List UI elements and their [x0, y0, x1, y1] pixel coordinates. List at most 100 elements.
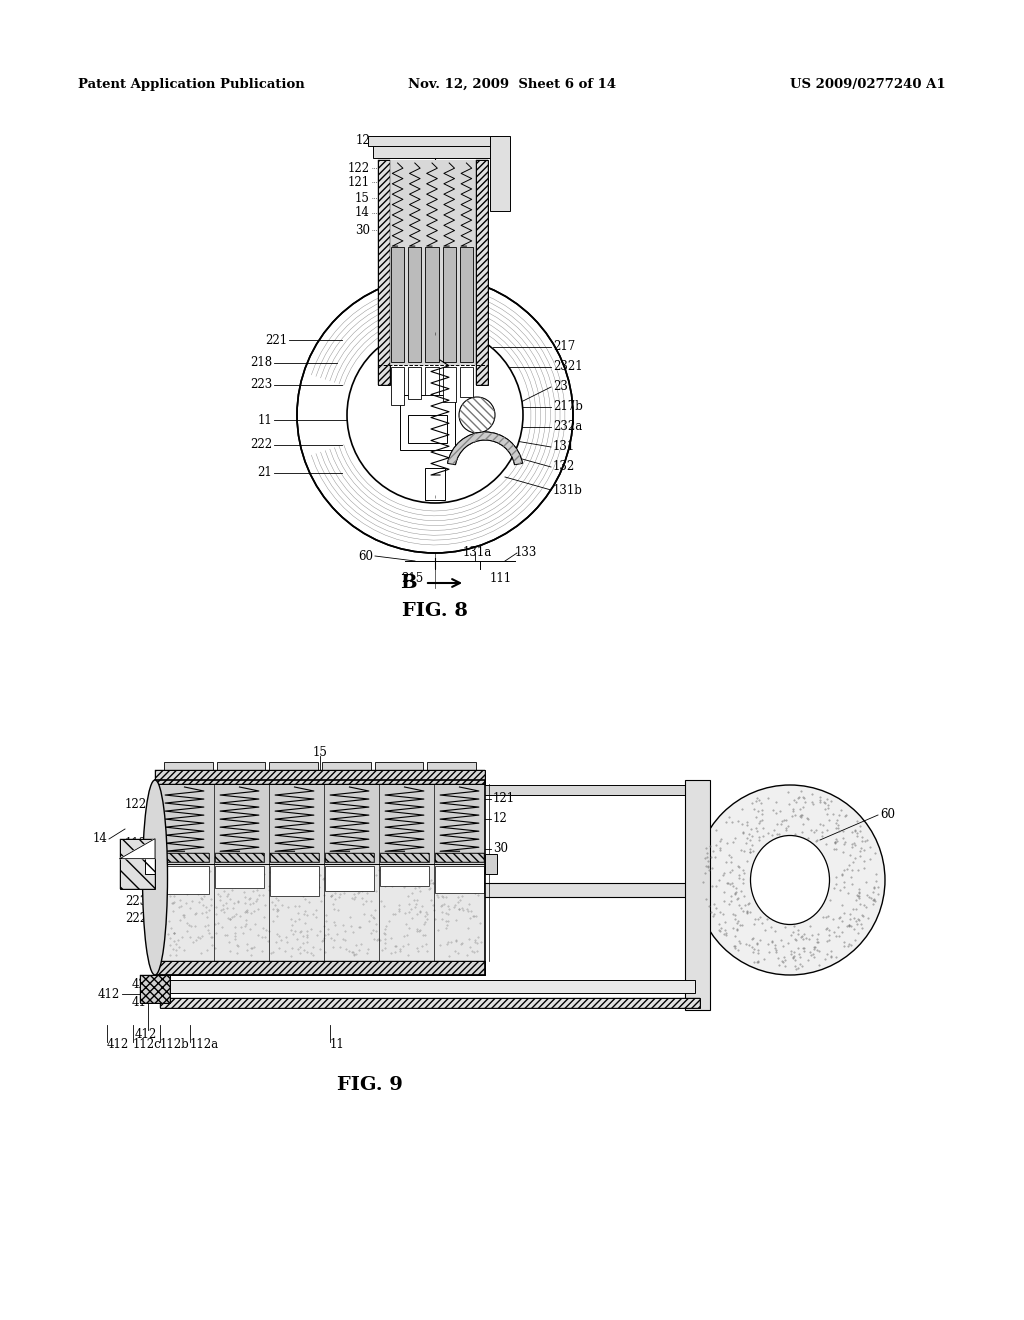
Text: 11: 11: [257, 413, 272, 426]
Bar: [490, 136, 510, 211]
Bar: [380, 853, 429, 862]
Bar: [476, 160, 488, 385]
Bar: [460, 247, 473, 362]
Text: 2321: 2321: [553, 360, 583, 374]
Bar: [269, 762, 318, 770]
Text: 12: 12: [493, 813, 508, 825]
Bar: [140, 975, 170, 1003]
Bar: [375, 762, 423, 770]
Bar: [480, 785, 690, 795]
Bar: [408, 414, 447, 444]
Text: 14: 14: [355, 206, 370, 219]
Text: 218: 218: [250, 356, 272, 370]
Bar: [425, 367, 438, 395]
Bar: [160, 866, 209, 894]
Text: B: B: [400, 574, 417, 591]
Text: 131: 131: [553, 441, 575, 454]
Text: 121: 121: [493, 792, 515, 805]
Text: 14: 14: [92, 833, 106, 846]
Bar: [409, 247, 422, 362]
Bar: [427, 762, 476, 770]
Bar: [380, 853, 429, 862]
Bar: [120, 838, 155, 888]
Bar: [120, 838, 155, 888]
Text: FIG. 9: FIG. 9: [337, 1076, 402, 1094]
Bar: [409, 367, 422, 399]
Bar: [378, 160, 390, 385]
Ellipse shape: [751, 836, 829, 924]
Bar: [390, 160, 476, 366]
Text: 222: 222: [250, 438, 272, 451]
Text: 221: 221: [125, 862, 147, 875]
Text: 30: 30: [355, 223, 370, 236]
Bar: [160, 853, 209, 862]
Bar: [435, 866, 484, 892]
Bar: [425, 247, 438, 362]
Bar: [215, 853, 264, 862]
Bar: [378, 160, 390, 385]
Text: 121: 121: [348, 176, 370, 189]
Bar: [145, 854, 155, 874]
Text: 111: 111: [490, 573, 512, 586]
Circle shape: [297, 277, 573, 553]
Text: Nov. 12, 2009  Sheet 6 of 14: Nov. 12, 2009 Sheet 6 of 14: [408, 78, 616, 91]
Bar: [391, 247, 404, 362]
Circle shape: [347, 327, 523, 503]
Bar: [155, 780, 485, 975]
Bar: [325, 853, 374, 862]
Bar: [155, 770, 485, 784]
Text: 222: 222: [125, 912, 147, 925]
Text: 412: 412: [106, 1039, 129, 1052]
Text: 12: 12: [355, 133, 370, 147]
Bar: [442, 247, 456, 362]
Text: 112c: 112c: [133, 1039, 162, 1052]
Bar: [380, 866, 429, 886]
Bar: [270, 866, 319, 896]
Ellipse shape: [142, 780, 168, 975]
Text: 122: 122: [348, 161, 370, 174]
Text: 215: 215: [400, 573, 423, 586]
Text: 112b: 112b: [160, 1039, 189, 1052]
Bar: [160, 853, 209, 862]
Text: 60: 60: [358, 549, 373, 562]
Bar: [685, 780, 710, 1010]
Text: 42: 42: [132, 978, 147, 991]
Circle shape: [459, 397, 495, 433]
Bar: [270, 853, 319, 862]
Bar: [390, 160, 476, 366]
Bar: [155, 863, 485, 961]
Text: 21: 21: [257, 466, 272, 479]
Bar: [155, 784, 485, 863]
Bar: [217, 762, 265, 770]
Bar: [391, 367, 404, 405]
Text: 217: 217: [553, 341, 575, 354]
Text: 132: 132: [553, 461, 575, 474]
Text: 412: 412: [135, 1027, 158, 1040]
Bar: [215, 853, 264, 862]
Text: 412: 412: [97, 987, 120, 1001]
Bar: [160, 998, 700, 1008]
Bar: [476, 160, 488, 385]
Text: 30: 30: [493, 842, 508, 855]
Text: US 2009/0277240 A1: US 2009/0277240 A1: [791, 78, 946, 91]
Bar: [325, 853, 374, 862]
Bar: [215, 866, 264, 887]
Text: 11: 11: [330, 1039, 345, 1052]
Bar: [160, 998, 700, 1008]
Bar: [400, 395, 455, 450]
Text: 217b: 217b: [553, 400, 583, 413]
Text: 223: 223: [125, 895, 147, 908]
Text: 15: 15: [355, 191, 370, 205]
Circle shape: [695, 785, 885, 975]
Bar: [368, 136, 498, 147]
Text: 131b: 131b: [553, 483, 583, 496]
Circle shape: [297, 277, 573, 553]
Bar: [164, 762, 213, 770]
Text: FIG. 8: FIG. 8: [402, 602, 468, 620]
Bar: [155, 961, 485, 975]
Text: 60: 60: [880, 808, 895, 821]
Text: 41: 41: [132, 997, 147, 1010]
Text: 112a: 112a: [190, 1039, 219, 1052]
Bar: [140, 975, 170, 1003]
Bar: [155, 961, 485, 975]
